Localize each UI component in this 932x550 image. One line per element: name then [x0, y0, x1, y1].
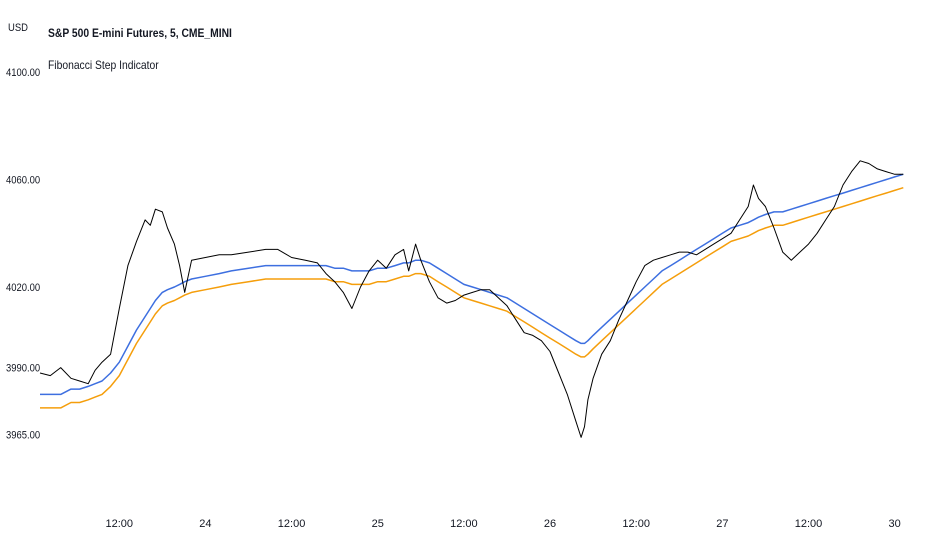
plot-area [39, 160, 904, 438]
x-tick-label: 12:00 [622, 518, 650, 530]
price-axis: 3965.00 3990.00 4020.00 4060.00 4100.00 [6, 68, 40, 442]
y-tick-label: 3990.00 [6, 363, 40, 375]
currency-label: USD [8, 22, 28, 34]
x-tick-label: 26 [544, 518, 556, 530]
time-axis: 12:00 24 12:00 25 12:00 26 12:00 27 12:00 30 [105, 518, 900, 530]
x-tick-label: 12:00 [105, 518, 133, 530]
x-tick-label: 30 [889, 518, 901, 530]
x-tick-label: 12:00 [278, 518, 306, 530]
x-tick-label: 12:00 [795, 518, 823, 530]
x-tick-label: 24 [199, 518, 211, 530]
y-tick-label: 4060.00 [6, 175, 40, 187]
indicator-name[interactable]: Fibonacci Step Indicator [48, 58, 159, 72]
x-tick-label: 27 [716, 518, 728, 530]
x-tick-label: 25 [372, 518, 384, 530]
y-tick-label: 3965.00 [6, 430, 40, 442]
price-series-line [39, 160, 904, 438]
upper-step-line [40, 173, 904, 396]
y-tick-label: 4020.00 [6, 282, 40, 294]
lower-step-line [40, 186, 904, 409]
x-tick-label: 12:00 [450, 518, 478, 530]
symbol-title[interactable]: S&P 500 E-mini Futures, 5, CME_MINI [48, 26, 232, 40]
y-tick-label: 4100.00 [6, 68, 40, 80]
